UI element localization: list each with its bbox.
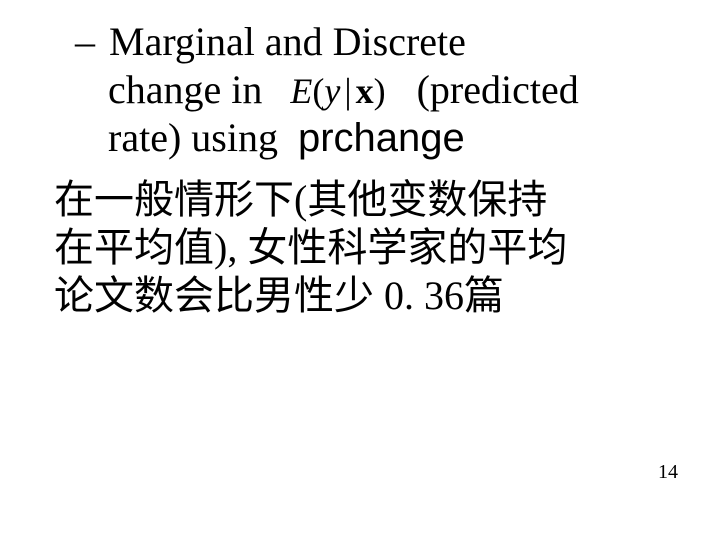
en-line2b: (predicted [417, 67, 579, 112]
en-line3-wrap: rate) using prchange [108, 118, 465, 158]
formula: E(y|x) [290, 71, 394, 111]
en-line2a: change in [108, 67, 262, 112]
page-number: 14 [658, 461, 678, 484]
cn-line2: 在平均值), 女性科学家的平均 [54, 228, 567, 268]
en-line2-wrap: change in E(y|x) (predicted [108, 70, 579, 110]
slide: – Marginal and Discrete change in E(y|x)… [0, 0, 720, 540]
bullet-dash: – Marginal and Discrete [75, 22, 466, 62]
en-line1: Marginal and Discrete [109, 19, 466, 64]
dash: – [75, 19, 95, 64]
cn-line3: 论文数会比男性少 0. 36篇 [54, 276, 504, 316]
en-line3a: rate) using [108, 115, 278, 160]
command-text: prchange [298, 116, 465, 160]
cn-line1: 在一般情形下(其他变数保持 [54, 180, 547, 220]
